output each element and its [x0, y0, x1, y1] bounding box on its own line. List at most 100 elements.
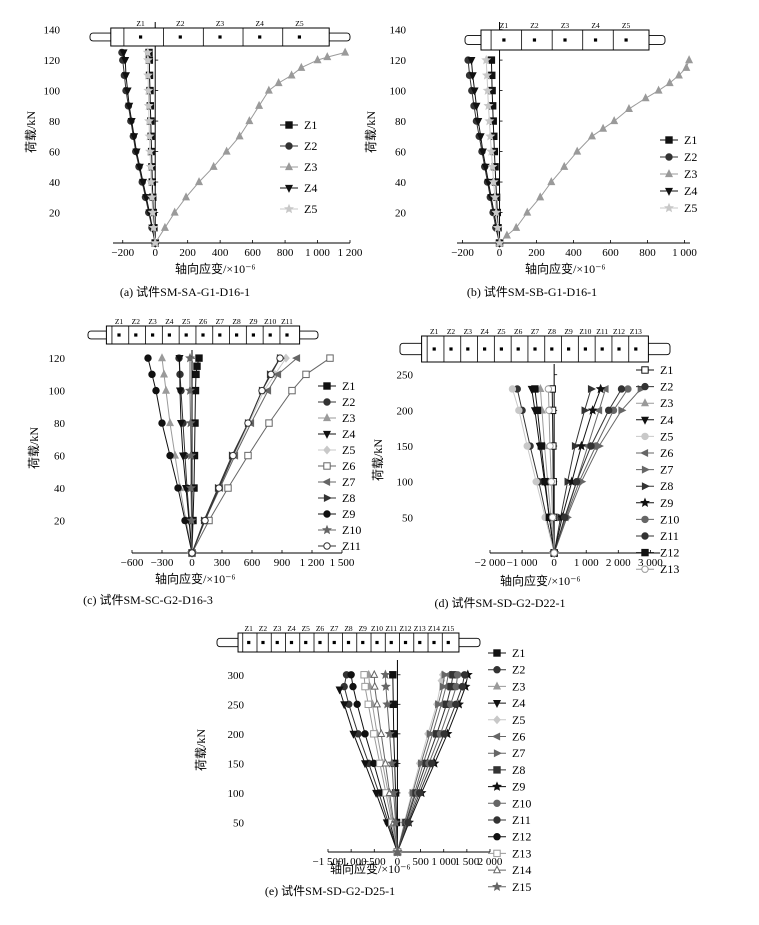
strain-gauge-mark [624, 38, 628, 42]
strain-gauge-mark [297, 35, 302, 39]
legend-label: Z3 [512, 679, 525, 693]
series-line [553, 388, 602, 554]
data-point [193, 362, 201, 370]
legend-marker [664, 202, 674, 213]
legend-label: Z4 [304, 181, 317, 195]
x-tick-label: 0 [395, 856, 401, 868]
gauge-label: Z4 [591, 21, 600, 30]
data-point [390, 817, 401, 827]
chart-panel-2: −200 0 200 400 600 800 1 000 20 40 60 80 100 120 140 Z… [364, 21, 697, 299]
y-tick-label: 80 [395, 116, 407, 128]
data-point [127, 117, 136, 126]
data-point [142, 54, 153, 65]
x-tick-label: −300 [151, 557, 174, 569]
strain-gauge-mark [275, 640, 279, 645]
data-point [536, 384, 545, 393]
legend-label: Z7 [512, 746, 525, 760]
specimen-schematic: Z1 Z2 Z3 Z4 Z5 Z6 Z7 Z8 Z9 Z10 Z11 Z12 Z13 Z14 Z15 [216, 624, 481, 653]
x-tick-label: 400 [565, 247, 582, 259]
data-point [222, 146, 231, 155]
series-line [553, 388, 629, 554]
x-tick-label: 1 500 [454, 856, 479, 868]
data-point [361, 730, 369, 738]
gauge-label: Z12 [613, 327, 625, 336]
x-tick-label: −200 [111, 247, 134, 259]
gauge-label: Z13 [630, 327, 642, 336]
data-point [458, 682, 466, 691]
gauge-label: Z4 [287, 624, 296, 633]
strain-gauge-mark [532, 38, 537, 42]
strain-gauge-mark [634, 347, 638, 351]
series-z11 [188, 354, 284, 557]
legend-label: Z1 [342, 379, 355, 393]
legend-label: Z3 [342, 411, 355, 425]
data-point [470, 87, 479, 96]
y-tick-label: 250 [228, 699, 245, 711]
legend-label: Z10 [342, 523, 361, 537]
y-tick-label: 200 [228, 729, 245, 741]
legend-marker [323, 493, 332, 503]
data-point [427, 759, 436, 768]
legend-label: Z4 [660, 413, 673, 427]
specimen-schematic: Z1 Z2 Z3 Z4 Z5 Z6 Z7 Z8 Z9 Z10 Z11 Z12 Z13 [399, 327, 671, 363]
data-point [235, 131, 244, 140]
series-line [553, 388, 592, 554]
data-point [372, 789, 381, 798]
y-tick-label: 100 [228, 788, 245, 800]
data-point [166, 451, 174, 460]
data-point [175, 355, 184, 364]
legend-marker [664, 169, 674, 178]
data-point [191, 386, 200, 395]
x-tick-label: 900 [274, 557, 291, 569]
strain-gauge-mark [499, 347, 503, 351]
data-point [624, 385, 632, 393]
data-point [157, 353, 167, 362]
data-point [146, 176, 157, 187]
strain-gauge-mark [418, 640, 422, 645]
strain-gauge-mark [184, 333, 188, 337]
legend-label: Z3 [684, 167, 697, 181]
specimen-schematic: Z1 Z2 Z3 Z4 Z5 Z6 Z7 Z8 Z9 Z10 Z11 [87, 317, 319, 345]
strain-gauge-mark [533, 347, 537, 351]
legend-label: Z6 [512, 730, 525, 744]
data-point [624, 103, 633, 112]
legend-label: Z9 [660, 496, 673, 510]
legend-label: Z11 [512, 813, 531, 827]
data-point [435, 700, 444, 709]
data-point [467, 57, 476, 66]
data-point [587, 405, 598, 415]
gauge-label: Z8 [344, 624, 353, 633]
data-point [121, 57, 130, 66]
data-point [452, 700, 460, 709]
data-point [265, 419, 273, 427]
legend-marker [322, 524, 332, 535]
x-tick-label: 1 000 [672, 247, 697, 259]
legend-marker [322, 430, 332, 439]
data-point [361, 760, 370, 769]
legend-label: Z5 [342, 443, 355, 457]
legend-label: Z5 [684, 201, 697, 215]
series-z10 [185, 352, 197, 558]
data-point [604, 406, 613, 415]
data-point [388, 787, 399, 798]
gauge-label: Z6 [316, 624, 325, 633]
data-point [340, 701, 349, 710]
y-tick-label: 140 [44, 25, 61, 37]
data-point [384, 728, 395, 739]
x-tick-label: −1 000 [336, 856, 367, 868]
legend: Z1 Z2 Z3 Z4 Z5 [660, 133, 697, 215]
data-point [460, 671, 469, 679]
y-axis-title: 荷载/kN [371, 439, 385, 481]
data-point [353, 700, 361, 709]
legend-label: Z2 [342, 395, 355, 409]
strain-gauge-mark [268, 333, 272, 337]
data-point [181, 516, 189, 525]
data-point [139, 178, 148, 187]
legend-marker [641, 465, 650, 474]
x-tick-label: 0 [551, 557, 557, 569]
gauge-label: Z10 [264, 317, 276, 326]
data-point [148, 370, 156, 379]
legend-label: Z14 [512, 863, 531, 877]
y-tick-label: 20 [395, 208, 407, 220]
